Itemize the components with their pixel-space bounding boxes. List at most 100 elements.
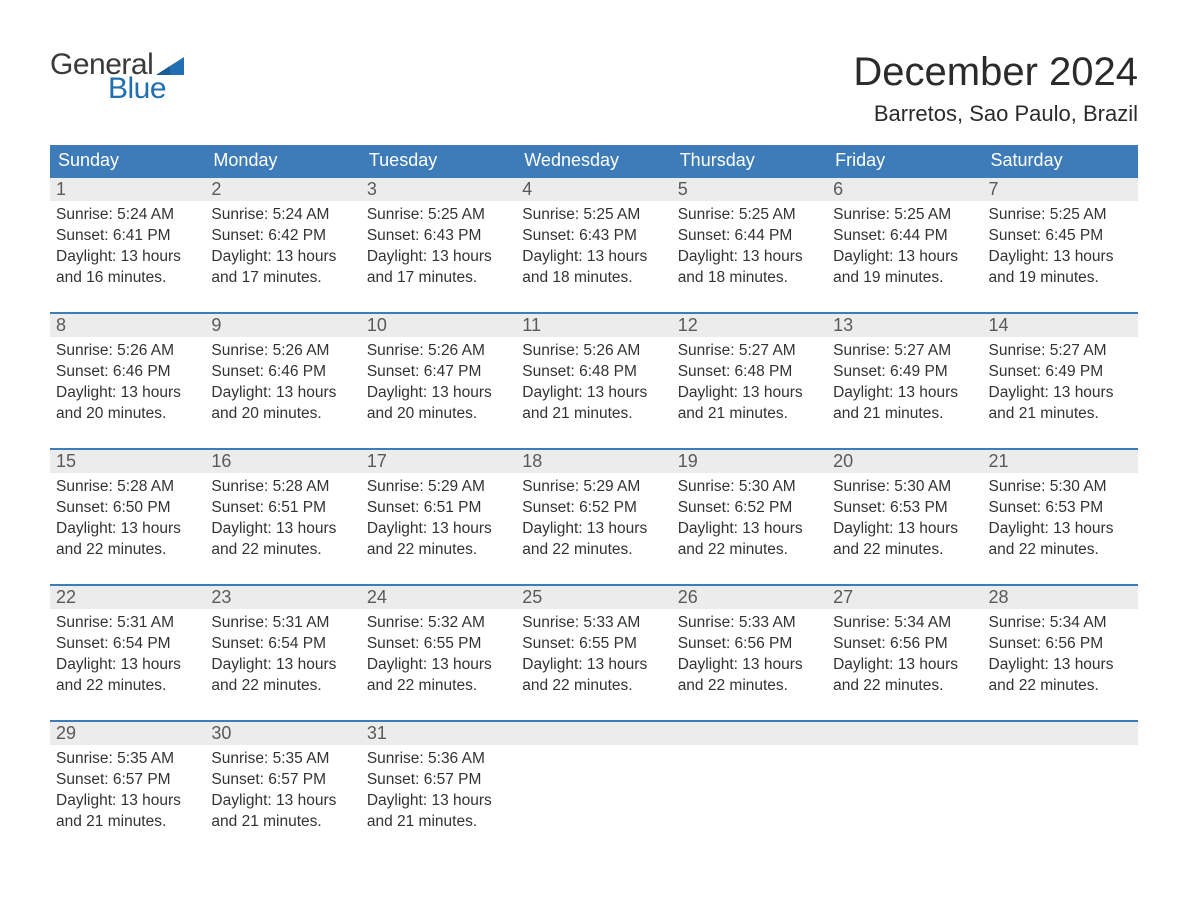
day-number: 23	[205, 586, 360, 609]
day-details: Sunrise: 5:27 AMSunset: 6:49 PMDaylight:…	[827, 337, 982, 425]
dow-sunday: Sunday	[50, 145, 205, 176]
day-dl1: Daylight: 13 hours	[367, 519, 510, 540]
day-sunset: Sunset: 6:43 PM	[522, 226, 665, 247]
day-sunset: Sunset: 6:48 PM	[522, 362, 665, 383]
page-header: General Blue December 2024 Barretos, Sao…	[50, 50, 1138, 127]
calendar-day: 26Sunrise: 5:33 AMSunset: 6:56 PMDayligh…	[672, 586, 827, 706]
day-details: Sunrise: 5:28 AMSunset: 6:51 PMDaylight:…	[205, 473, 360, 561]
day-sunset: Sunset: 6:55 PM	[522, 634, 665, 655]
day-dl2: and 21 minutes.	[367, 812, 510, 833]
day-details: Sunrise: 5:30 AMSunset: 6:53 PMDaylight:…	[983, 473, 1138, 561]
day-details: Sunrise: 5:27 AMSunset: 6:48 PMDaylight:…	[672, 337, 827, 425]
calendar-day: 14Sunrise: 5:27 AMSunset: 6:49 PMDayligh…	[983, 314, 1138, 434]
day-sunrise: Sunrise: 5:25 AM	[678, 205, 821, 226]
day-sunset: Sunset: 6:43 PM	[367, 226, 510, 247]
day-number: 29	[50, 722, 205, 745]
day-dl2: and 22 minutes.	[989, 540, 1132, 561]
day-dl1: Daylight: 13 hours	[211, 791, 354, 812]
day-number: 25	[516, 586, 671, 609]
day-sunrise: Sunrise: 5:24 AM	[56, 205, 199, 226]
day-sunset: Sunset: 6:57 PM	[211, 770, 354, 791]
day-number	[983, 722, 1138, 745]
day-dl1: Daylight: 13 hours	[211, 383, 354, 404]
day-sunrise: Sunrise: 5:26 AM	[211, 341, 354, 362]
day-sunrise: Sunrise: 5:26 AM	[522, 341, 665, 362]
day-sunrise: Sunrise: 5:27 AM	[678, 341, 821, 362]
day-details: Sunrise: 5:32 AMSunset: 6:55 PMDaylight:…	[361, 609, 516, 697]
day-dl2: and 20 minutes.	[56, 404, 199, 425]
day-dl1: Daylight: 13 hours	[989, 519, 1132, 540]
calendar-day: 24Sunrise: 5:32 AMSunset: 6:55 PMDayligh…	[361, 586, 516, 706]
day-details: Sunrise: 5:24 AMSunset: 6:42 PMDaylight:…	[205, 201, 360, 289]
day-number: 10	[361, 314, 516, 337]
day-dl1: Daylight: 13 hours	[211, 655, 354, 676]
day-sunrise: Sunrise: 5:30 AM	[678, 477, 821, 498]
day-number: 6	[827, 178, 982, 201]
day-number: 7	[983, 178, 1138, 201]
day-number: 12	[672, 314, 827, 337]
day-number: 11	[516, 314, 671, 337]
day-number: 26	[672, 586, 827, 609]
day-details: Sunrise: 5:36 AMSunset: 6:57 PMDaylight:…	[361, 745, 516, 833]
day-dl1: Daylight: 13 hours	[989, 247, 1132, 268]
day-sunset: Sunset: 6:51 PM	[211, 498, 354, 519]
day-sunrise: Sunrise: 5:35 AM	[56, 749, 199, 770]
day-dl2: and 17 minutes.	[211, 268, 354, 289]
day-dl1: Daylight: 13 hours	[56, 247, 199, 268]
calendar-day: 29 Sunrise: 5:35 AMSunset: 6:57 PMDayligh…	[50, 722, 205, 842]
day-dl1: Daylight: 13 hours	[56, 655, 199, 676]
day-dl2: and 17 minutes.	[367, 268, 510, 289]
calendar-day: 2Sunrise: 5:24 AMSunset: 6:42 PMDaylight…	[205, 178, 360, 298]
day-number: 21	[983, 450, 1138, 473]
calendar-week: 1Sunrise: 5:24 AMSunset: 6:41 PMDaylight…	[50, 176, 1138, 298]
day-dl2: and 22 minutes.	[367, 540, 510, 561]
day-details: Sunrise: 5:26 AMSunset: 6:48 PMDaylight:…	[516, 337, 671, 425]
day-sunrise: Sunrise: 5:36 AM	[367, 749, 510, 770]
day-number: 17	[361, 450, 516, 473]
day-dl1: Daylight: 13 hours	[522, 519, 665, 540]
day-sunrise: Sunrise: 5:30 AM	[833, 477, 976, 498]
day-sunrise: Sunrise: 5:28 AM	[211, 477, 354, 498]
day-dl2: and 18 minutes.	[678, 268, 821, 289]
calendar-day: 31Sunrise: 5:36 AMSunset: 6:57 PMDayligh…	[361, 722, 516, 842]
day-sunset: Sunset: 6:44 PM	[833, 226, 976, 247]
day-sunrise: Sunrise: 5:34 AM	[833, 613, 976, 634]
day-sunset: Sunset: 6:55 PM	[367, 634, 510, 655]
day-dl2: and 22 minutes.	[678, 676, 821, 697]
day-dl2: and 22 minutes.	[989, 676, 1132, 697]
day-sunrise: Sunrise: 5:33 AM	[522, 613, 665, 634]
day-sunrise: Sunrise: 5:25 AM	[522, 205, 665, 226]
day-dl1: Daylight: 13 hours	[211, 519, 354, 540]
day-number	[672, 722, 827, 745]
day-dl2: and 21 minutes.	[833, 404, 976, 425]
day-sunrise: Sunrise: 5:34 AM	[989, 613, 1132, 634]
day-sunrise: Sunrise: 5:27 AM	[989, 341, 1132, 362]
day-number	[827, 722, 982, 745]
day-dl1: Daylight: 13 hours	[56, 791, 199, 812]
day-details: Sunrise: 5:34 AMSunset: 6:56 PMDaylight:…	[827, 609, 982, 697]
calendar-day: 19Sunrise: 5:30 AMSunset: 6:52 PMDayligh…	[672, 450, 827, 570]
day-dl2: and 22 minutes.	[211, 540, 354, 561]
day-sunset: Sunset: 6:51 PM	[367, 498, 510, 519]
day-dl2: and 22 minutes.	[833, 540, 976, 561]
day-details: Sunrise: 5:28 AMSunset: 6:50 PMDaylight:…	[50, 473, 205, 561]
day-sunrise: Sunrise: 5:26 AM	[56, 341, 199, 362]
calendar-day: 10Sunrise: 5:26 AMSunset: 6:47 PMDayligh…	[361, 314, 516, 434]
day-details: Sunrise: 5:26 AMSunset: 6:46 PMDaylight:…	[205, 337, 360, 425]
day-sunset: Sunset: 6:57 PM	[56, 770, 199, 791]
day-dl2: and 22 minutes.	[211, 676, 354, 697]
day-details: Sunrise: 5:25 AMSunset: 6:45 PMDaylight:…	[983, 201, 1138, 289]
calendar-day	[516, 722, 671, 842]
day-dl1: Daylight: 13 hours	[367, 791, 510, 812]
day-dl1: Daylight: 13 hours	[678, 247, 821, 268]
day-sunset: Sunset: 6:56 PM	[678, 634, 821, 655]
day-dl2: and 22 minutes.	[522, 676, 665, 697]
day-number: 30	[205, 722, 360, 745]
dow-wednesday: Wednesday	[516, 145, 671, 176]
calendar-table: Sunday Monday Tuesday Wednesday Thursday…	[50, 145, 1138, 842]
day-dl1: Daylight: 13 hours	[56, 383, 199, 404]
day-sunset: Sunset: 6:56 PM	[833, 634, 976, 655]
calendar-week: 22Sunrise: 5:31 AMSunset: 6:54 PMDayligh…	[50, 584, 1138, 706]
day-sunset: Sunset: 6:49 PM	[989, 362, 1132, 383]
day-sunrise: Sunrise: 5:32 AM	[367, 613, 510, 634]
